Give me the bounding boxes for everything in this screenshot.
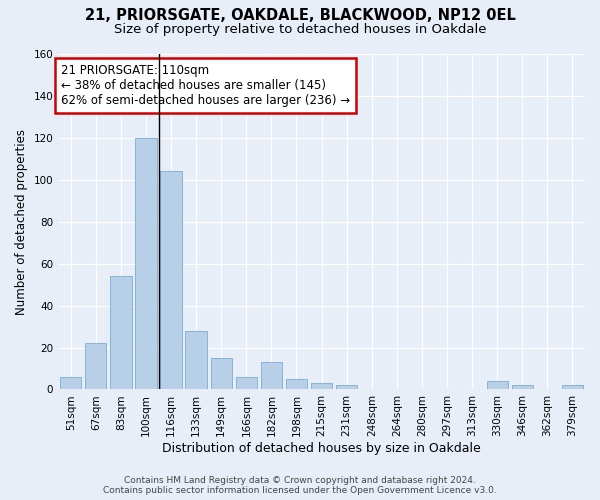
- Bar: [160, 172, 182, 390]
- Bar: [286, 379, 307, 390]
- Bar: [336, 386, 358, 390]
- Bar: [136, 138, 157, 390]
- Bar: [60, 377, 82, 390]
- Bar: [185, 331, 207, 390]
- Text: 21, PRIORSGATE, OAKDALE, BLACKWOOD, NP12 0EL: 21, PRIORSGATE, OAKDALE, BLACKWOOD, NP12…: [85, 8, 515, 22]
- Y-axis label: Number of detached properties: Number of detached properties: [15, 128, 28, 314]
- Bar: [311, 383, 332, 390]
- Bar: [562, 386, 583, 390]
- Bar: [236, 377, 257, 390]
- Bar: [211, 358, 232, 390]
- Text: Contains HM Land Registry data © Crown copyright and database right 2024.
Contai: Contains HM Land Registry data © Crown c…: [103, 476, 497, 495]
- Bar: [512, 386, 533, 390]
- Bar: [261, 362, 282, 390]
- Bar: [487, 381, 508, 390]
- Text: 21 PRIORSGATE: 110sqm
← 38% of detached houses are smaller (145)
62% of semi-det: 21 PRIORSGATE: 110sqm ← 38% of detached …: [61, 64, 350, 107]
- Text: Size of property relative to detached houses in Oakdale: Size of property relative to detached ho…: [114, 22, 486, 36]
- Bar: [110, 276, 131, 390]
- X-axis label: Distribution of detached houses by size in Oakdale: Distribution of detached houses by size …: [162, 442, 481, 455]
- Bar: [85, 344, 106, 390]
